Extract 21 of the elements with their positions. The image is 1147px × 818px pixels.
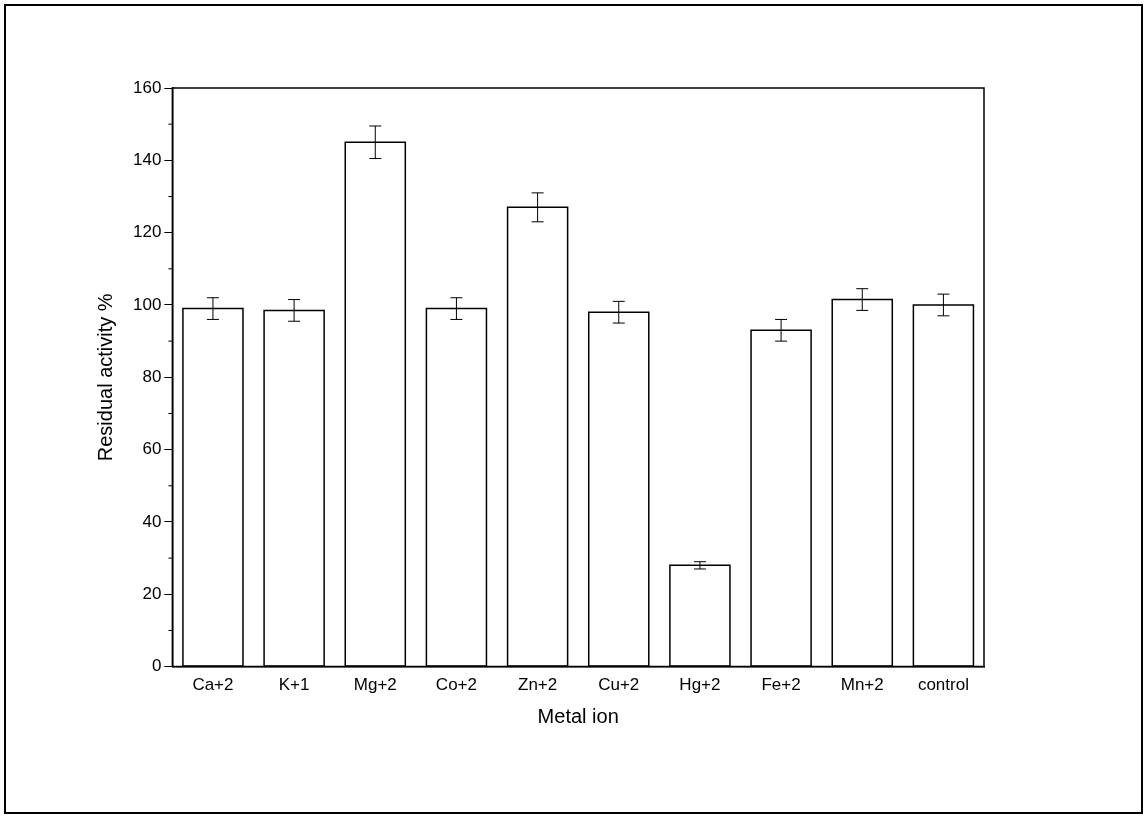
y-tick-label: 160 bbox=[132, 77, 162, 97]
y-tick-label: 100 bbox=[132, 294, 162, 314]
x-tick-label: Fe+2 bbox=[761, 675, 801, 695]
y-tick-label: 40 bbox=[142, 511, 162, 531]
y-tick-label: 80 bbox=[142, 366, 162, 386]
x-tick-label: Mn+2 bbox=[840, 675, 884, 695]
x-tick-label: Hg+2 bbox=[679, 675, 721, 695]
y-tick-label: 60 bbox=[142, 439, 162, 459]
x-axis-title: Metal ion bbox=[537, 704, 619, 727]
x-tick-label: Cu+2 bbox=[598, 675, 640, 695]
x-tick-label: Co+2 bbox=[435, 675, 477, 695]
x-tick-label: K+1 bbox=[278, 675, 310, 695]
y-tick-label: 140 bbox=[132, 150, 162, 170]
x-tick-label: Mg+2 bbox=[353, 675, 397, 695]
y-tick-label: 20 bbox=[142, 583, 162, 603]
y-axis-title: Residual activity % bbox=[93, 293, 116, 462]
x-tick-label: control bbox=[917, 675, 969, 695]
x-tick-label: Ca+2 bbox=[192, 675, 234, 695]
y-tick-label: 0 bbox=[151, 656, 162, 676]
x-tick-label: Zn+2 bbox=[517, 675, 558, 695]
y-tick-label: 120 bbox=[132, 222, 162, 242]
